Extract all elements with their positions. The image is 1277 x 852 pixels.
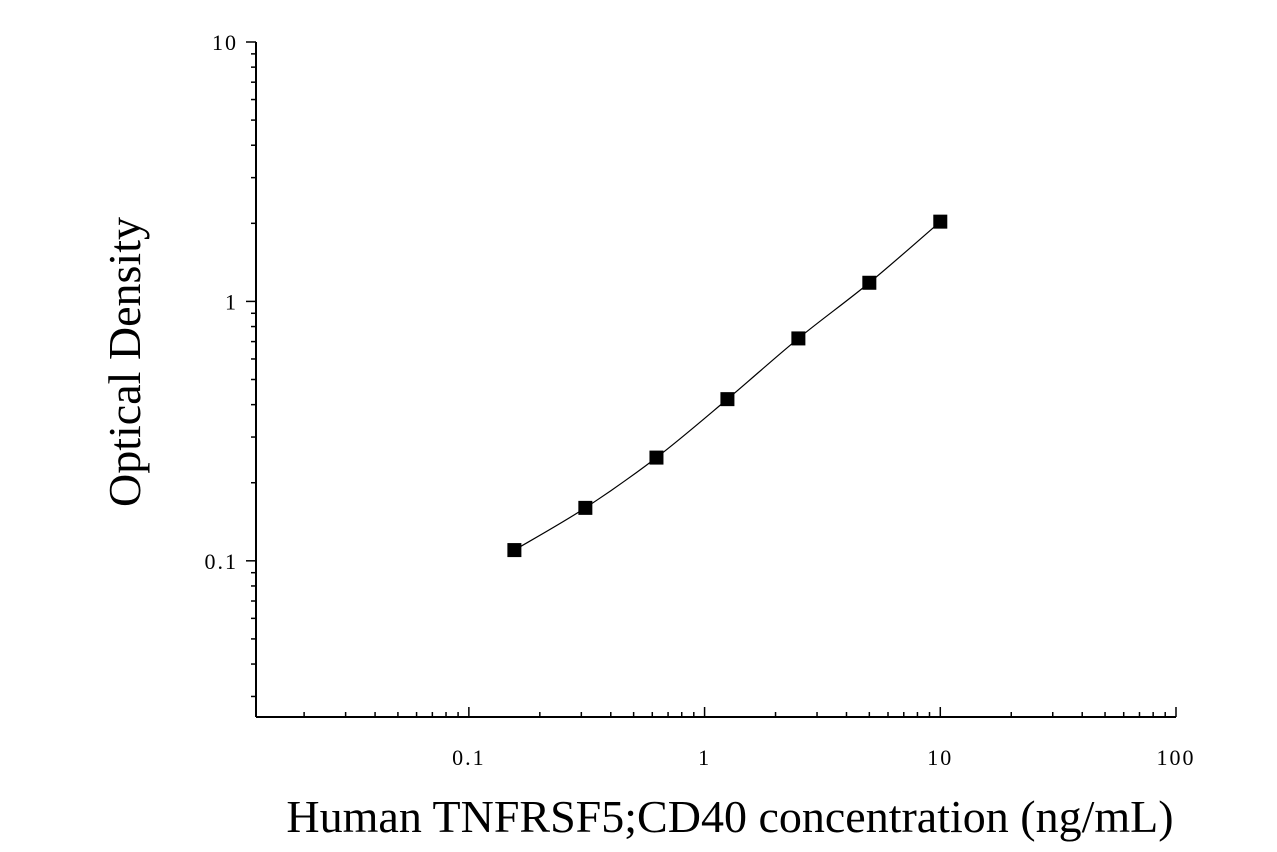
data-point [862,275,877,290]
x-tick-label: 0.1 [452,745,486,770]
x-axis-title: Human TNFRSF5;CD40 concentration (ng/mL) [286,791,1173,842]
data-point [507,543,522,558]
y-tick-label: 1 [225,289,238,314]
fit-curve-group [514,221,941,551]
fit-curve [514,221,941,551]
data-point [720,392,735,407]
y-axis-title: Optical Density [99,217,150,507]
data-point [578,500,593,515]
data-points [507,214,948,558]
y-tick-label: 0.1 [205,549,239,574]
x-tick-label: 100 [1157,745,1196,770]
data-point [933,214,948,229]
x-tick-label: 1 [698,745,711,770]
data-point [791,331,806,346]
data-point [649,450,664,465]
y-tick-label: 10 [212,30,238,55]
x-tick-label: 10 [927,745,953,770]
axes: 0.1 1 10 0.1 1 10 100 [205,30,1196,770]
